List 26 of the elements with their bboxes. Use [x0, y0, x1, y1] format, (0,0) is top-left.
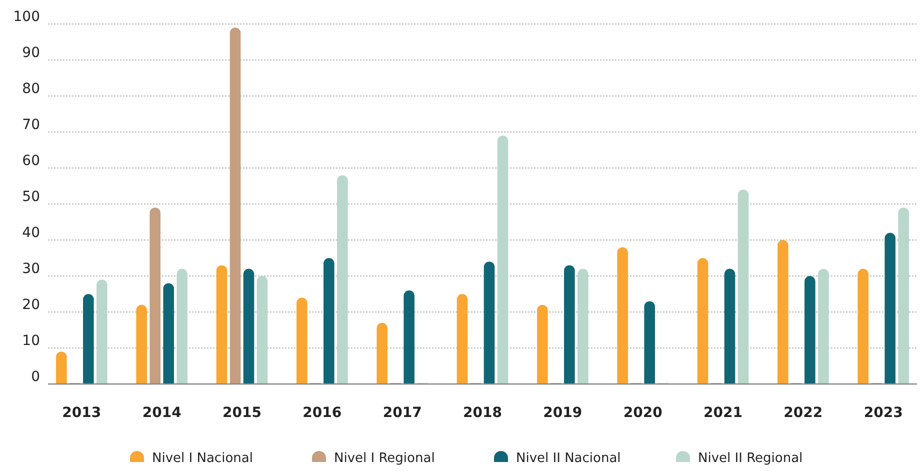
legend-label: Nivel II Regional	[698, 451, 803, 466]
y-tick-label: 20	[22, 297, 40, 314]
x-tick-label: 2014	[142, 405, 182, 421]
legend-label: Nivel I Regional	[334, 451, 435, 466]
x-tick-label: 2017	[382, 405, 422, 421]
x-tick-label: 2015	[222, 405, 262, 421]
y-tick-label: 60	[22, 153, 40, 170]
x-tick-label: 2023	[864, 405, 903, 421]
x-tick-label: 2019	[543, 405, 582, 421]
legend-label: Nivel I Nacional	[152, 451, 253, 466]
y-tick-label: 0	[31, 369, 40, 386]
x-tick-label: 2016	[302, 405, 342, 421]
x-tick-label: 2013	[62, 405, 102, 421]
y-tick-label: 70	[22, 117, 40, 134]
y-tick-label: 80	[22, 81, 40, 98]
legend-label: Nivel II Nacional	[516, 451, 621, 466]
y-tick-label: 10	[22, 333, 40, 350]
y-tick-label: 100	[13, 9, 40, 26]
y-tick-label: 30	[22, 261, 40, 278]
x-tick-label: 2021	[704, 405, 742, 421]
x-tick-label: 2022	[784, 405, 823, 421]
y-tick-label: 90	[22, 45, 40, 62]
y-tick-label: 50	[22, 189, 40, 206]
x-tick-label: 2018	[463, 405, 502, 421]
y-tick-label: 40	[22, 225, 40, 242]
x-tick-label: 2020	[623, 405, 663, 421]
